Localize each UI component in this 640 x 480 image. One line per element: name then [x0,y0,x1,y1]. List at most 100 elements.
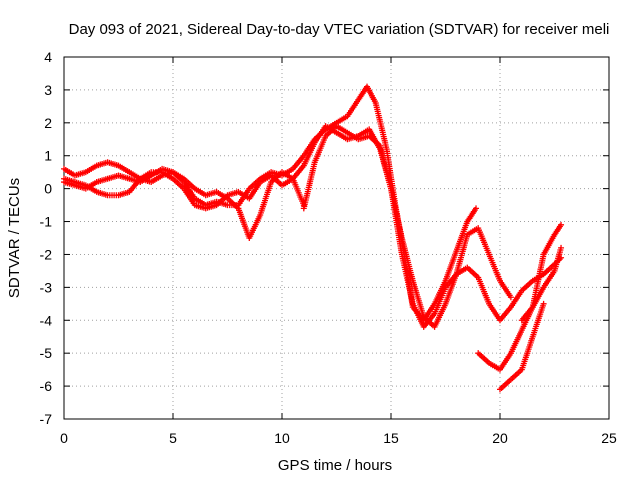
data-trace [215,193,229,207]
data-trace [62,167,77,178]
data-trace [465,266,480,280]
data-point [558,244,565,251]
data-trace [367,134,382,148]
data-trace [84,183,98,194]
data-trace [290,177,306,207]
data-trace [291,154,306,171]
y-axis-label: SDTVAR / TECUs [6,178,23,298]
data-trace [541,233,557,256]
y-tick-label: -6 [40,378,53,394]
data-trace [237,190,251,201]
data-trace [182,177,197,191]
data-trace [432,286,448,315]
chart-title: Day 093 of 2021, Sidereal Day-to-day VTE… [69,21,610,38]
x-tick-label: 10 [274,430,290,446]
data-trace [399,253,416,305]
data-series [61,123,514,330]
data-trace [432,302,448,328]
grid-lines [64,57,609,419]
data-trace [226,196,240,210]
x-tick-label: 20 [492,430,508,446]
data-trace [455,265,469,277]
data-trace [312,124,328,144]
data-trace [443,272,458,289]
data-trace [259,173,273,184]
data-trace [410,302,426,328]
data-trace [182,187,197,207]
data-trace [542,262,556,276]
x-tick-label: 0 [60,430,68,446]
data-series [300,123,565,330]
data-trace [301,141,317,167]
y-tick-label: -5 [40,345,53,361]
data-trace [377,144,394,190]
plot-frame [63,56,610,420]
data-trace [257,181,274,216]
data-trace [269,173,284,187]
data-points [61,83,565,393]
data-trace [487,361,502,372]
data-trace [432,279,448,305]
data-trace [509,368,524,382]
data-trace [476,276,492,305]
data-trace [139,170,153,181]
data-trace [247,180,262,200]
y-tick-label: 0 [44,181,52,197]
data-trace [193,186,207,198]
data-trace [247,177,262,191]
data-trace [335,114,349,125]
data-trace [247,213,263,240]
data-trace [498,305,513,322]
data-trace [117,173,131,182]
y-tick-label: 2 [44,115,52,131]
data-trace [530,302,546,338]
data-trace [476,351,491,365]
data-trace [388,187,405,256]
y-tick-label: 4 [44,49,52,65]
data-trace [182,180,197,200]
data-trace [335,124,349,135]
data-trace [280,176,295,188]
data-trace [259,170,273,181]
data-trace [465,207,478,223]
data-trace [171,177,186,191]
data-trace [346,130,360,142]
y-tick-label: -7 [40,411,53,427]
data-trace [171,170,186,181]
data-trace [443,250,459,282]
y-tick-label: 3 [44,82,52,98]
data-trace [357,127,371,138]
axis-ticks: 0 5 10 15 20 25 -7 -6 -5 -4 -3 -2 -1 0 1 2 3 4 [40,49,617,446]
data-trace [552,247,564,272]
y-tick-label: -3 [40,279,53,295]
data-trace [335,130,349,142]
x-axis-label: GPS time / hours [278,457,392,474]
data-trace [301,161,318,210]
data-trace [508,329,524,355]
data-trace [150,173,164,184]
data-point [558,221,565,228]
y-tick-label: -2 [40,246,53,262]
data-trace [160,170,175,181]
data-trace [422,312,437,329]
data-trace [498,352,513,371]
data-trace [106,173,120,182]
data-trace [291,164,306,181]
data-trace [498,279,513,299]
data-trace [466,226,480,237]
data-series [61,169,307,212]
data-trace [345,98,361,118]
data-point [473,205,480,212]
data-series [497,300,547,393]
data-trace [236,207,252,239]
data-trace [365,85,378,105]
y-tick-label: -4 [40,312,53,328]
data-trace [498,377,513,391]
data-series [475,244,565,373]
data-trace [520,279,535,293]
data-point [540,300,547,307]
data-point [507,294,514,301]
x-tick-label: 5 [169,430,177,446]
data-trace [139,173,153,184]
